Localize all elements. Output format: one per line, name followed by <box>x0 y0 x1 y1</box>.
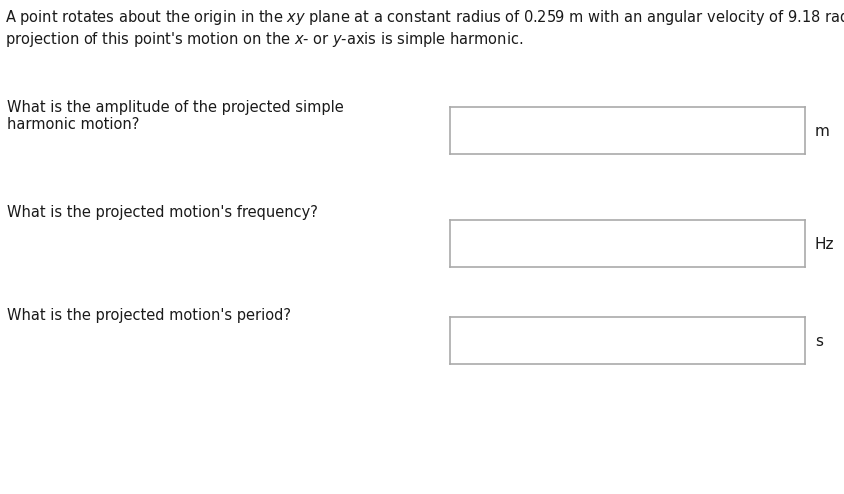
Text: s: s <box>815 333 823 348</box>
Text: A point rotates about the origin in the $xy$ plane at a constant radius of 0.259: A point rotates about the origin in the … <box>5 8 844 27</box>
Text: m: m <box>815 124 830 138</box>
Text: What is the amplitude of the projected simple
harmonic motion?: What is the amplitude of the projected s… <box>7 100 344 132</box>
Text: Hz: Hz <box>815 237 835 251</box>
Text: projection of this point's motion on the $x$- or $y$-axis is simple harmonic.: projection of this point's motion on the… <box>5 30 523 49</box>
Text: What is the projected motion's period?: What is the projected motion's period? <box>7 308 290 323</box>
Text: What is the projected motion's frequency?: What is the projected motion's frequency… <box>7 205 317 220</box>
